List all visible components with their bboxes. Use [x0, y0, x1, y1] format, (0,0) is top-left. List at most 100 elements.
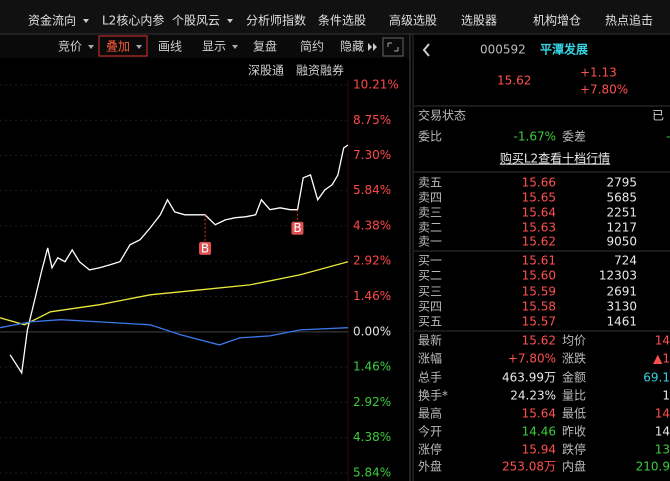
stat-label: 金额: [562, 370, 586, 385]
book-volume: 724: [614, 254, 637, 268]
y-tick-label: 2.92%: [353, 395, 391, 409]
stat-value: +7.80%: [508, 352, 556, 366]
stat-value: 69.1: [643, 371, 670, 385]
menu-item[interactable]: L2核心内参: [102, 13, 164, 28]
y-tick-label: 4.38%: [353, 430, 391, 444]
book-label: 卖三: [418, 206, 442, 220]
stat-value: 463.99万: [502, 371, 556, 385]
stat-value: 14.46: [522, 425, 556, 439]
stat-label: 涨幅: [418, 351, 442, 366]
stat-label: 涨跌: [562, 351, 586, 366]
dropdown-icon: [232, 45, 238, 49]
price-change: +1.13: [580, 66, 617, 80]
menu-item[interactable]: 资金流向: [28, 13, 76, 28]
value: -: [666, 130, 670, 144]
stock-name: 平潭发展: [540, 42, 588, 57]
book-price: 15.59: [522, 285, 556, 299]
y-tick-label: 2.92%: [353, 254, 391, 268]
toolbar-button[interactable]: 叠加: [106, 40, 130, 54]
book-label: 卖五: [418, 176, 442, 190]
dropdown-icon: [83, 19, 89, 23]
stat-label: 最高: [418, 406, 442, 421]
stat-value: 15.94: [522, 443, 556, 457]
stat-value: 1: [662, 389, 670, 403]
series-line: [0, 261, 349, 326]
link[interactable]: 融资融券: [296, 63, 344, 78]
label: 委比: [418, 130, 442, 144]
y-tick-label: 0.00%: [353, 324, 391, 338]
book-volume: 2691: [606, 285, 637, 299]
label: 委差: [562, 130, 586, 144]
book-price: 15.58: [522, 300, 556, 314]
marker-box: [199, 241, 212, 255]
marker-label: B: [293, 221, 301, 235]
book-price: 15.61: [522, 254, 556, 268]
stock-code: 000592: [480, 43, 526, 57]
book-volume: 1461: [606, 315, 637, 329]
stat-label: 跌停: [562, 442, 586, 457]
dropdown-icon: [227, 19, 233, 23]
book-volume: 2795: [606, 176, 637, 190]
menu-item[interactable]: 分析师指数: [246, 13, 306, 28]
book-label: 买一: [418, 254, 442, 268]
menu-item[interactable]: 条件选股: [318, 14, 366, 28]
stat-label: 外盘: [418, 459, 442, 474]
stat-value: 14: [655, 407, 670, 421]
l2-link[interactable]: 购买L2查看十档行情: [500, 151, 610, 166]
last-price: 15.62: [497, 74, 531, 88]
book-price: 15.66: [522, 176, 556, 190]
y-tick-label: 1.46%: [353, 289, 391, 303]
toolbar-button[interactable]: 复盘: [253, 39, 277, 54]
stat-label: 内盘: [562, 459, 586, 474]
book-volume: 2251: [606, 206, 637, 220]
book-price: 15.60: [522, 269, 556, 283]
y-tick-label: 5.84%: [353, 183, 391, 197]
stat-value: 14: [655, 334, 670, 348]
toolbar-button[interactable]: 隐藏: [340, 40, 364, 54]
menu-item[interactable]: 个股风云: [172, 14, 220, 28]
stat-label: 最低: [562, 407, 586, 421]
book-label: 买五: [418, 315, 442, 329]
stat-label: 总手: [418, 371, 442, 385]
marker-box: [291, 221, 304, 235]
more-icon: [368, 43, 377, 51]
book-label: 卖四: [418, 191, 442, 205]
book-volume: 12303: [599, 269, 637, 283]
menu-bar: [0, 0, 670, 34]
label: 交易状态: [418, 108, 466, 123]
menu-item[interactable]: 机构增仓: [533, 13, 581, 28]
book-label: 买二: [418, 269, 442, 283]
menu-item[interactable]: 高级选股: [389, 13, 437, 28]
menu-item[interactable]: 热点追击: [605, 13, 653, 28]
status-value: 已: [652, 109, 664, 123]
link[interactable]: 深股通: [248, 64, 284, 78]
toolbar-button[interactable]: 画线: [158, 40, 182, 54]
toolbar-button[interactable]: 显示: [202, 40, 226, 54]
toolbar: [0, 34, 410, 58]
stat-label: 昨收: [562, 425, 586, 439]
active-button: [98, 35, 148, 57]
book-price: 15.64: [522, 206, 556, 220]
back-arrow[interactable]: [422, 43, 430, 57]
toolbar-button[interactable]: 竞价: [58, 40, 82, 54]
toolbar-button[interactable]: 简约: [300, 39, 324, 54]
y-tick-label: 7.30%: [353, 148, 391, 162]
stat-label: 量比: [562, 389, 586, 403]
book-price: 15.63: [522, 221, 556, 235]
stat-label: 均价: [562, 334, 586, 348]
book-volume: 5685: [606, 191, 637, 205]
book-label: 卖一: [418, 235, 442, 249]
book-volume: 9050: [606, 235, 637, 249]
marker-label: B: [201, 241, 209, 255]
book-volume: 3130: [606, 300, 637, 314]
stat-label: 最新: [418, 333, 442, 348]
expand-button[interactable]: [382, 37, 404, 57]
y-tick-label: 4.38%: [353, 218, 391, 232]
price-change-pct: +7.80%: [580, 83, 628, 97]
series-line: [9, 144, 349, 375]
book-price: 15.62: [522, 235, 556, 249]
menu-item[interactable]: 选股器: [461, 14, 497, 28]
y-tick-label: 8.75%: [353, 113, 391, 127]
stat-value: 24.23%: [510, 389, 556, 403]
